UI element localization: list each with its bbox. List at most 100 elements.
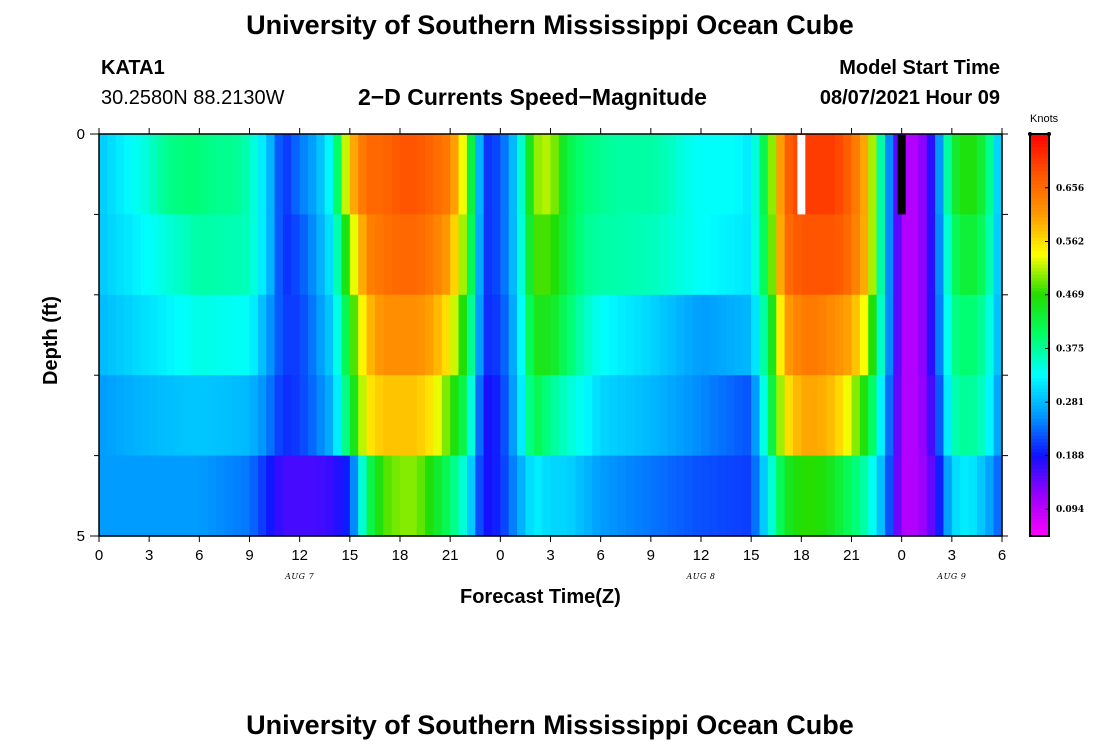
heatmap-cell (542, 455, 552, 537)
heatmap-cell (508, 214, 518, 296)
heatmap-cell (993, 375, 1003, 457)
heatmap-cell (943, 214, 953, 296)
heatmap-cell (767, 294, 777, 376)
heatmap-cell (650, 294, 660, 376)
colorbar-swatch (1030, 234, 1049, 239)
heatmap-cell (232, 375, 242, 457)
heatmap-cell (776, 375, 786, 457)
heatmap-cell (926, 455, 936, 537)
y-axis-label: Depth (ft) (40, 296, 62, 385)
x-tick-label: 0 (95, 547, 103, 564)
colorbar-tick-label: 0.094 (1056, 505, 1084, 515)
heatmap-cell (274, 455, 284, 537)
heatmap-cell (374, 294, 384, 376)
heatmap-cell (667, 375, 677, 457)
heatmap-cell (951, 455, 961, 537)
heatmap-cell (818, 214, 828, 296)
heatmap-cell (400, 455, 409, 537)
heatmap-cell (249, 214, 259, 296)
heatmap-cell (634, 294, 644, 376)
heatmap-cell (910, 455, 919, 537)
colorbar-swatch (1030, 284, 1049, 289)
heatmap-cell (257, 134, 267, 215)
colorbar-swatch (1030, 231, 1049, 236)
heatmap-cell (784, 375, 794, 457)
heatmap-cell (567, 455, 577, 537)
colorbar-swatch (1030, 251, 1049, 256)
heatmap-cell (425, 214, 435, 296)
heatmap-cell (199, 375, 209, 457)
colorbar-swatch (1030, 150, 1049, 155)
heatmap-cell (124, 294, 134, 376)
heatmap-cell (859, 455, 869, 537)
heatmap-cell (701, 134, 710, 215)
colorbar-swatch (1030, 311, 1049, 316)
heatmap-cell (617, 455, 627, 537)
heatmap-cell (910, 134, 919, 215)
heatmap-cell (985, 214, 995, 296)
date-label: AUG 9 (936, 572, 966, 581)
heatmap-cell (675, 134, 685, 215)
heatmap-cell (416, 294, 426, 376)
heatmap-cell (115, 214, 125, 296)
heatmap-cell (868, 214, 878, 296)
heatmap-cell (851, 214, 861, 296)
heatmap-cell (550, 375, 560, 457)
colorbar-swatch (1030, 304, 1049, 309)
heatmap-cells (99, 134, 1003, 537)
heatmap-cell (174, 134, 184, 215)
heatmap-cell (450, 455, 460, 537)
heatmap-cell (550, 214, 560, 296)
heatmap-cell (701, 375, 710, 457)
heatmap-cell (274, 214, 284, 296)
heatmap-cell (483, 294, 493, 376)
heatmap-cell (207, 134, 217, 215)
x-tick-label: 18 (392, 547, 409, 564)
colorbar-swatch (1030, 144, 1049, 148)
colorbar-swatch (1030, 405, 1049, 410)
heatmap-cell (466, 455, 476, 537)
heatmap-cell (692, 455, 702, 537)
heatmap-cell (801, 455, 811, 537)
colorbar-swatch (1030, 485, 1049, 490)
colorbar-swatch (1030, 268, 1049, 272)
heatmap-cell (834, 134, 844, 215)
heatmap-cell (776, 455, 786, 537)
colorbar-swatch (1030, 479, 1049, 483)
heatmap-cell (751, 134, 761, 215)
colorbar-swatch (1030, 211, 1049, 215)
station-coords: 30.2580N 88.2130W (101, 87, 285, 109)
heatmap-cell (993, 294, 1003, 376)
heatmap-cell (684, 294, 694, 376)
colorbar-frame (1029, 133, 1050, 537)
heatmap-cell (701, 214, 710, 296)
heatmap-cell (99, 455, 108, 537)
x-tick-label: 21 (442, 547, 459, 564)
heatmap-cell (341, 455, 351, 537)
heatmap-cell (107, 214, 117, 296)
heatmap-cell (617, 294, 627, 376)
colorbar-swatch (1030, 167, 1049, 172)
heatmap-cell (625, 214, 635, 296)
heatmap-cell (149, 455, 159, 537)
heatmap-cell (140, 455, 150, 537)
heatmap-cell (416, 455, 426, 537)
heatmap-cell (767, 214, 777, 296)
heatmap-cell (308, 375, 317, 457)
heatmap-cell (140, 134, 150, 215)
heatmap-cell (692, 134, 702, 215)
heatmap-cell (818, 455, 828, 537)
heatmap-cell (383, 455, 393, 537)
heatmap-cell (182, 375, 192, 457)
heatmap-cell (433, 134, 443, 215)
heatmap-cell (617, 214, 627, 296)
heatmap-cell (115, 294, 125, 376)
y-tick-label: 5 (77, 528, 85, 545)
heatmap-cell (951, 294, 961, 376)
heatmap-cell (517, 134, 527, 215)
heatmap-cell (918, 214, 928, 296)
heatmap-cell (466, 214, 476, 296)
heatmap-cell (257, 294, 267, 376)
heatmap-cell (617, 375, 627, 457)
colorbar-tick-label: 0.656 (1056, 184, 1084, 194)
